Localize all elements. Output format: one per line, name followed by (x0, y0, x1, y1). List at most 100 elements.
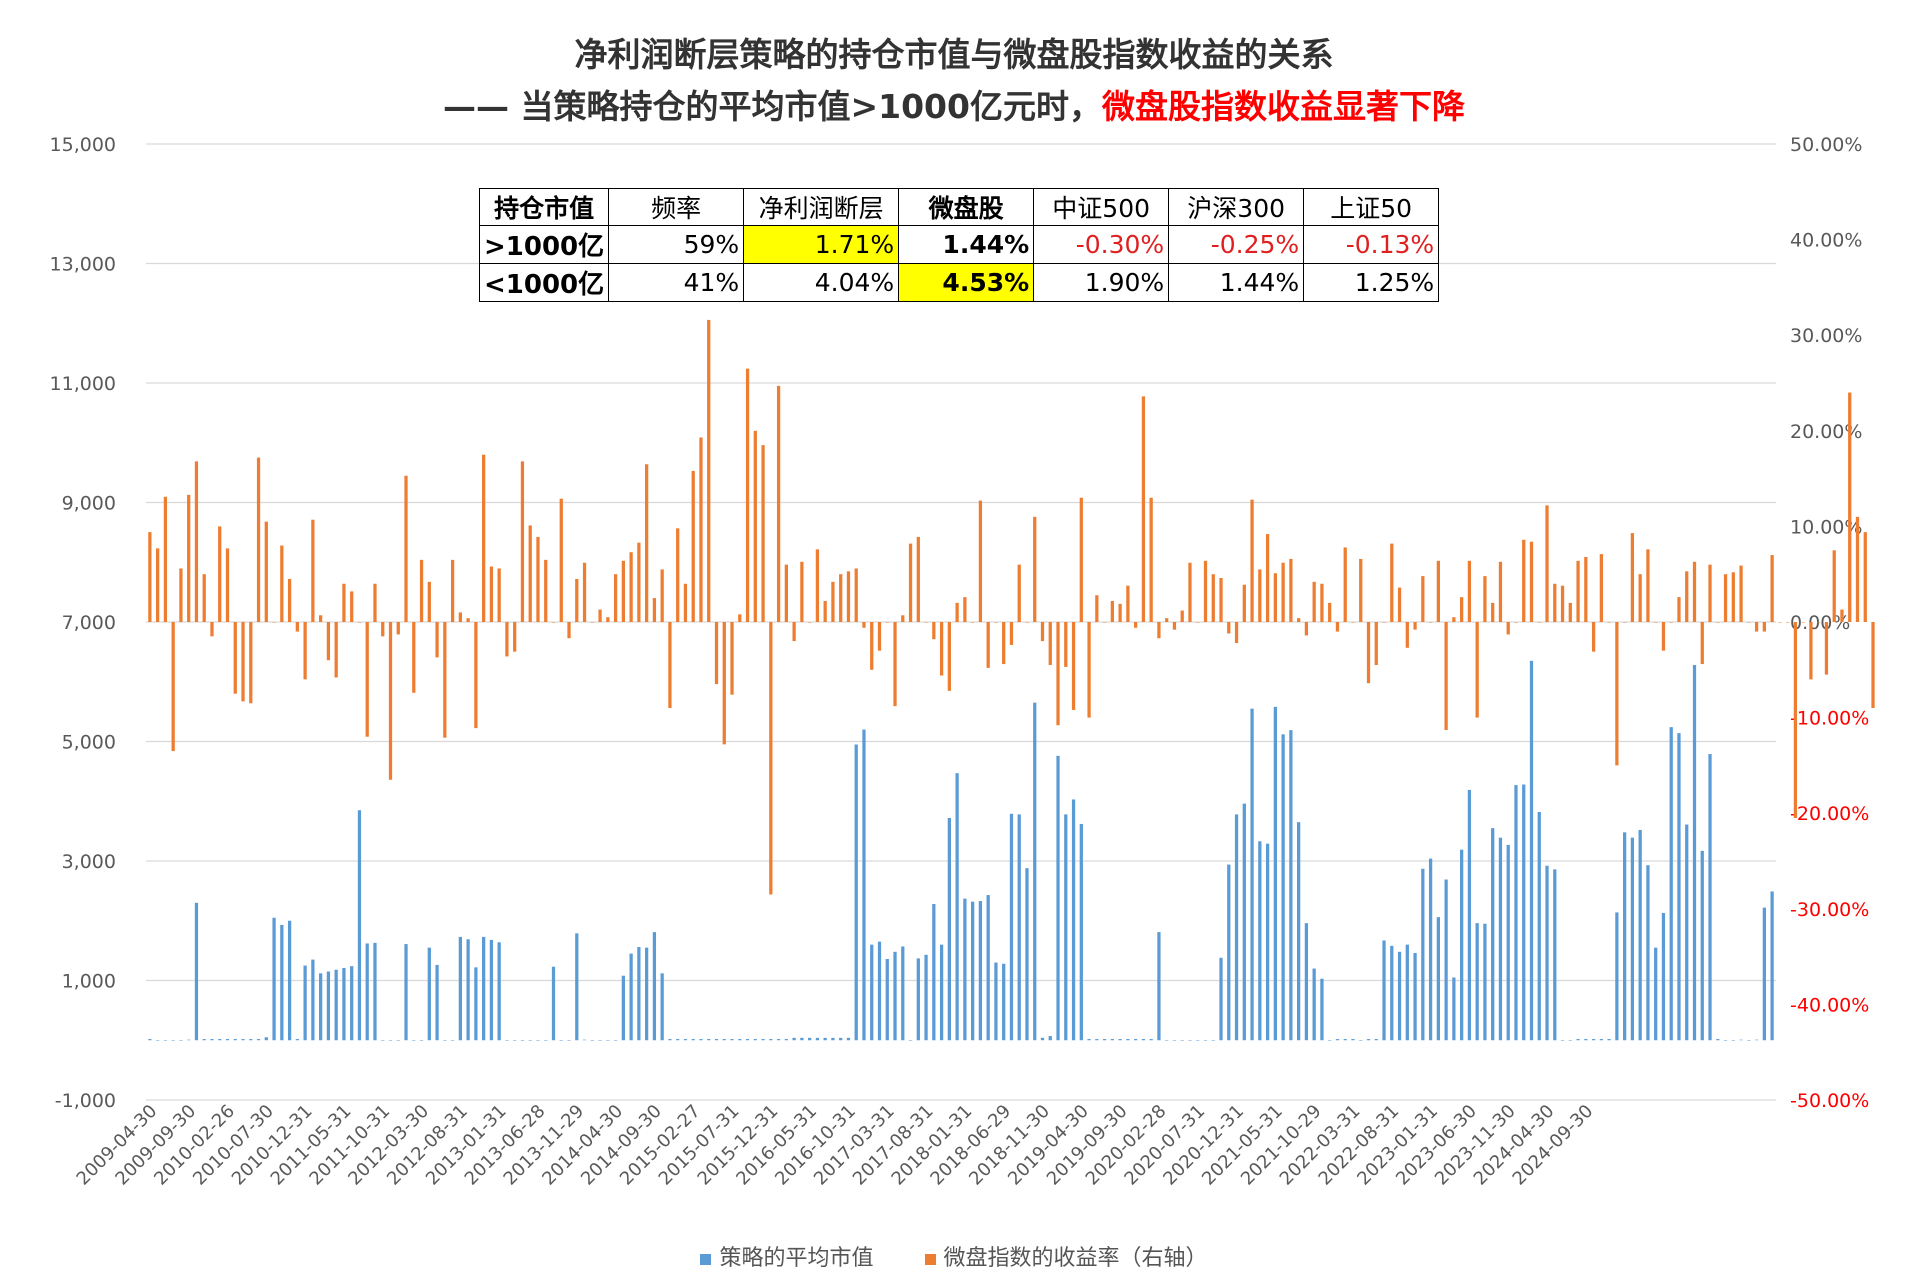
market-value-bar (1545, 865, 1549, 1041)
market-value-bar (893, 951, 897, 1041)
market-value-bar (482, 936, 486, 1041)
market-value-bar (1351, 1039, 1355, 1041)
return-bar (1677, 597, 1681, 622)
market-value-bar (1304, 923, 1309, 1041)
market-value-bar (916, 958, 920, 1041)
x-axis-ticks: 2009-04-302009-09-302010-02-262010-07-30… (73, 1101, 1598, 1190)
return-bar (1165, 618, 1169, 622)
return-bar (187, 494, 191, 622)
return-bar (683, 583, 688, 622)
cell-sse50: -0.13% (1303, 225, 1440, 264)
return-bar (1134, 622, 1138, 628)
market-value-bar (1669, 727, 1673, 1041)
return-bar (939, 622, 944, 676)
market-value-bar (839, 1037, 843, 1041)
return-bar (280, 545, 284, 622)
return-bar (474, 622, 478, 729)
market-value-bar (171, 1040, 175, 1041)
return-bar (1452, 617, 1456, 622)
market-value-bar (1087, 1039, 1091, 1041)
market-value-bar (1607, 1039, 1611, 1041)
market-value-bar (295, 1039, 299, 1041)
return-bar (1304, 622, 1309, 636)
market-value-bar (1374, 1039, 1378, 1041)
return-bar (753, 430, 757, 622)
market-value-bar (598, 1040, 602, 1041)
return-bar (1700, 622, 1704, 665)
return-bar (1273, 573, 1277, 622)
cell-frequency: 41% (608, 263, 745, 302)
right-tick-label: -50.00% (1790, 1090, 1869, 1112)
market-value-bar (1071, 799, 1076, 1041)
market-value-bar (1242, 803, 1246, 1041)
return-bar (1118, 603, 1122, 622)
stats-row-below-1000: <1000亿 41% 4.04% 4.53% 1.90% 1.44% 1.25% (478, 263, 1440, 302)
return-bar (1848, 392, 1852, 622)
cell-frequency: 59% (608, 225, 745, 264)
return-bar (373, 583, 377, 622)
return-bar (1265, 534, 1270, 622)
market-value-bar (831, 1037, 835, 1041)
return-bar (249, 622, 253, 704)
market-value-bar (1599, 1039, 1603, 1041)
return-bar (714, 622, 719, 685)
left-tick-label: 1,000 (62, 971, 116, 993)
market-value-bar (1211, 1040, 1215, 1041)
return-bar (1328, 602, 1332, 622)
return-bar (1390, 543, 1394, 622)
market-value-bar (761, 1039, 765, 1041)
legend: 策略的平均市值 微盘指数的收益率（右轴） (0, 1240, 1908, 1272)
return-bar (1149, 497, 1153, 622)
market-value-bar (1118, 1039, 1122, 1041)
return-bar (1754, 622, 1759, 632)
header-microcap: 微盘股 (898, 188, 1035, 226)
market-value-bar (365, 943, 369, 1041)
return-bar (1832, 550, 1836, 622)
return-bar (435, 622, 439, 658)
market-value-bar (1475, 923, 1479, 1041)
market-value-bar (854, 744, 858, 1041)
market-value-bar (1421, 868, 1425, 1041)
market-value-bar (660, 973, 664, 1041)
return-bar (1871, 622, 1875, 709)
return-bar (1141, 396, 1146, 622)
market-value-bar (233, 1039, 237, 1041)
return-bar (482, 454, 486, 622)
return-bar (334, 622, 338, 678)
market-value-bar (707, 1039, 711, 1041)
cell-hs300: -0.25% (1168, 225, 1305, 264)
return-bar (1444, 622, 1448, 731)
market-value-bar (1591, 1039, 1596, 1041)
return-bar (1405, 622, 1409, 648)
market-value-bar (808, 1037, 812, 1041)
return-bar (1739, 565, 1743, 622)
market-value-bar (870, 944, 874, 1041)
return-bar (745, 368, 750, 622)
market-value-bar (1754, 1039, 1759, 1041)
return-bar (792, 622, 796, 642)
left-tick-label: -1,000 (55, 1090, 116, 1112)
market-value-bar (280, 924, 284, 1041)
return-bar (590, 622, 594, 623)
market-value-bar (1203, 1040, 1208, 1041)
return-bar (148, 532, 152, 622)
market-value-bar (877, 941, 882, 1041)
return-bar (1483, 576, 1487, 622)
market-value-bar (148, 1039, 152, 1041)
market-value-bar (396, 1040, 400, 1041)
return-bar (1855, 516, 1860, 622)
return-bar (1025, 622, 1029, 623)
market-value-bar (1328, 1040, 1332, 1041)
market-value-bar (326, 971, 331, 1041)
return-bar (412, 622, 416, 693)
return-bar (381, 622, 385, 637)
return-bar (1180, 610, 1184, 622)
market-value-bar (1646, 865, 1650, 1041)
market-value-bar (1553, 869, 1557, 1041)
market-value-bar (800, 1037, 804, 1041)
return-bar (971, 622, 975, 623)
market-value-bar (1219, 957, 1223, 1041)
cell-strategy: 4.04% (743, 263, 900, 302)
return-bar (163, 496, 168, 622)
market-value-bar (1126, 1039, 1130, 1041)
